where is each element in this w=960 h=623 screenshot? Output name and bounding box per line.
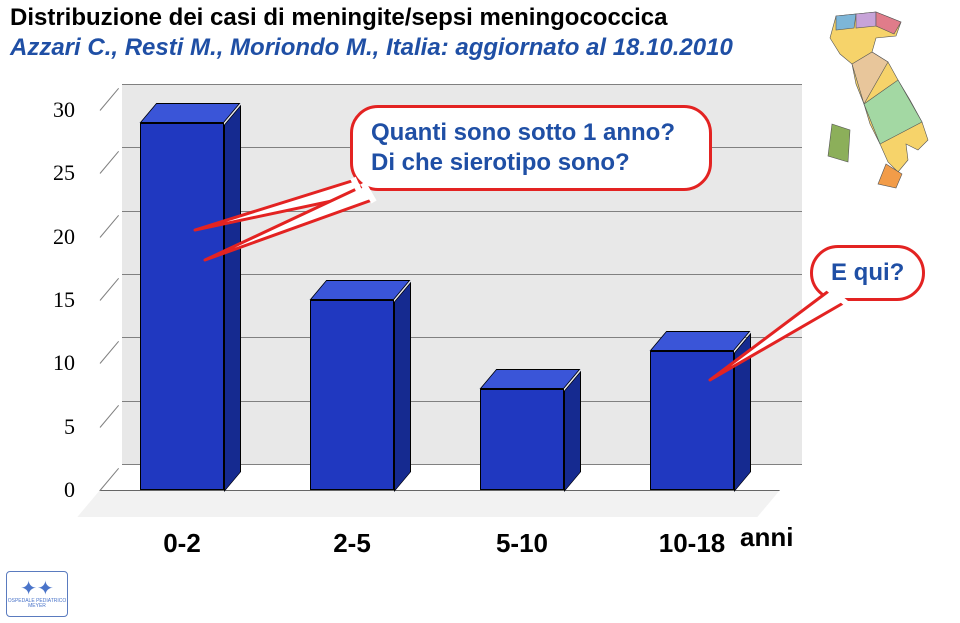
gridline-depth bbox=[100, 405, 119, 428]
ytick-label: 0 bbox=[35, 477, 75, 503]
callout-q1-line2: Di che sierotipo sono? bbox=[371, 148, 691, 178]
hospital-logo: ✦✦ OSPEDALE PEDIATRICO MEYER bbox=[6, 571, 68, 617]
title-line1: Distribuzione dei casi di meningite/seps… bbox=[10, 4, 668, 32]
x-category-label: 2-5 bbox=[267, 528, 437, 559]
bar-side bbox=[394, 282, 411, 492]
callout-q2-line1: E qui? bbox=[831, 259, 904, 286]
gridline-depth bbox=[100, 341, 119, 364]
bar-top bbox=[650, 331, 751, 351]
gridline-depth bbox=[100, 151, 119, 174]
ytick-label: 25 bbox=[35, 160, 75, 186]
bar-front bbox=[480, 389, 564, 490]
callout-question-1: Quanti sono sotto 1 anno? Di che sieroti… bbox=[350, 105, 712, 191]
bar bbox=[480, 389, 564, 490]
logo-text-bottom: MEYER bbox=[28, 604, 46, 609]
bar bbox=[310, 300, 394, 490]
ytick-label: 5 bbox=[35, 414, 75, 440]
gridline-depth bbox=[100, 278, 119, 301]
x-category-label: 5-10 bbox=[437, 528, 607, 559]
bar-top bbox=[140, 103, 241, 123]
bar bbox=[140, 123, 224, 490]
bar bbox=[650, 351, 734, 490]
gridline-depth bbox=[100, 468, 119, 491]
title-line2: Azzari C., Resti M., Moriondo M., Italia… bbox=[10, 34, 733, 62]
logo-icon: ✦✦ bbox=[20, 579, 54, 599]
ytick-label: 20 bbox=[35, 224, 75, 250]
bar-side bbox=[224, 105, 241, 492]
italy-map bbox=[806, 4, 956, 194]
x-axis-title: anni bbox=[740, 522, 793, 553]
gridline bbox=[122, 84, 802, 85]
bar-front bbox=[140, 123, 224, 490]
bar-front bbox=[310, 300, 394, 490]
bar-front bbox=[650, 351, 734, 490]
page-root: Distribuzione dei casi di meningite/seps… bbox=[0, 0, 960, 623]
callout-question-2: E qui? bbox=[810, 245, 925, 301]
bar-side bbox=[734, 333, 751, 492]
gridline-depth bbox=[100, 88, 119, 111]
callout-q1-line1: Quanti sono sotto 1 anno? bbox=[371, 118, 691, 148]
ytick-label: 15 bbox=[35, 287, 75, 313]
x-category-label: 0-2 bbox=[97, 528, 267, 559]
bar-top bbox=[310, 280, 411, 300]
bar-side bbox=[564, 371, 581, 492]
bar-top bbox=[480, 369, 581, 389]
italy-map-svg bbox=[806, 4, 956, 194]
gridline-depth bbox=[100, 215, 119, 238]
ytick-label: 30 bbox=[35, 97, 75, 123]
chart-floor bbox=[77, 490, 780, 517]
ytick-label: 10 bbox=[35, 350, 75, 376]
